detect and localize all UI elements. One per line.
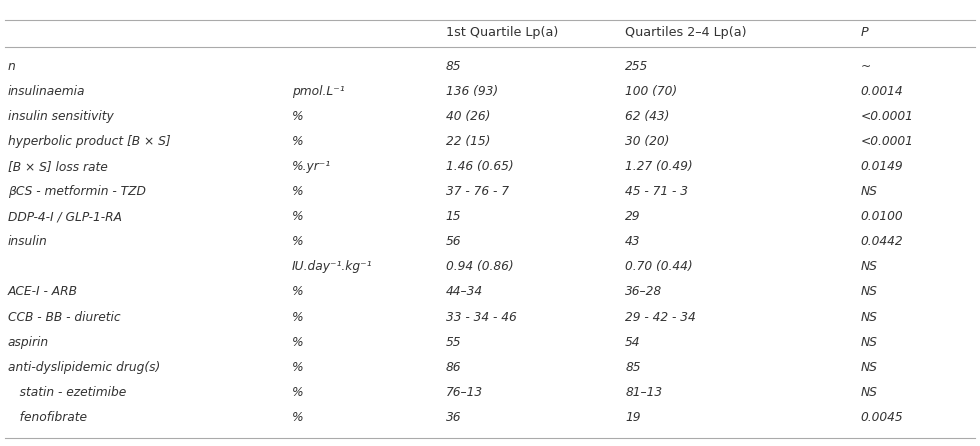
- Text: 22 (15): 22 (15): [446, 135, 490, 148]
- Text: 0.0100: 0.0100: [860, 210, 903, 223]
- Text: 43: 43: [625, 235, 641, 248]
- Text: 0.0045: 0.0045: [860, 411, 903, 424]
- Text: 76–13: 76–13: [446, 386, 483, 399]
- Text: βCS - metformin - TZD: βCS - metformin - TZD: [8, 185, 146, 198]
- Text: CCB - BB - diuretic: CCB - BB - diuretic: [8, 310, 121, 323]
- Text: 55: 55: [446, 335, 462, 349]
- Text: statin - ezetimibe: statin - ezetimibe: [8, 386, 126, 399]
- Text: NS: NS: [860, 335, 877, 349]
- Text: 36: 36: [446, 411, 462, 424]
- Text: %: %: [292, 285, 304, 298]
- Text: %: %: [292, 235, 304, 248]
- Text: %: %: [292, 185, 304, 198]
- Text: 15: 15: [446, 210, 462, 223]
- Text: insulin sensitivity: insulin sensitivity: [8, 110, 114, 123]
- Text: ACE-I - ARB: ACE-I - ARB: [8, 285, 77, 298]
- Text: 81–13: 81–13: [625, 386, 662, 399]
- Text: 1.46 (0.65): 1.46 (0.65): [446, 160, 514, 173]
- Text: 33 - 34 - 46: 33 - 34 - 46: [446, 310, 516, 323]
- Text: %.yr⁻¹: %.yr⁻¹: [292, 160, 331, 173]
- Text: 1.27 (0.49): 1.27 (0.49): [625, 160, 693, 173]
- Text: ~: ~: [860, 60, 870, 73]
- Text: 255: 255: [625, 60, 649, 73]
- Text: %: %: [292, 210, 304, 223]
- Text: 30 (20): 30 (20): [625, 135, 669, 148]
- Text: %: %: [292, 411, 304, 424]
- Text: fenofibrate: fenofibrate: [8, 411, 87, 424]
- Text: 0.0149: 0.0149: [860, 160, 903, 173]
- Text: aspirin: aspirin: [8, 335, 49, 349]
- Text: hyperbolic product [B × S]: hyperbolic product [B × S]: [8, 135, 171, 148]
- Text: %: %: [292, 386, 304, 399]
- Text: 86: 86: [446, 361, 462, 374]
- Text: anti-dyslipidemic drug(s): anti-dyslipidemic drug(s): [8, 361, 160, 374]
- Text: NS: NS: [860, 361, 877, 374]
- Text: <0.0001: <0.0001: [860, 110, 913, 123]
- Text: 40 (26): 40 (26): [446, 110, 490, 123]
- Text: NS: NS: [860, 386, 877, 399]
- Text: 0.0442: 0.0442: [860, 235, 903, 248]
- Text: 100 (70): 100 (70): [625, 85, 677, 98]
- Text: 45 - 71 - 3: 45 - 71 - 3: [625, 185, 688, 198]
- Text: [B × S] loss rate: [B × S] loss rate: [8, 160, 108, 173]
- Text: 85: 85: [625, 361, 641, 374]
- Text: 37 - 76 - 7: 37 - 76 - 7: [446, 185, 509, 198]
- Text: 54: 54: [625, 335, 641, 349]
- Text: 56: 56: [446, 235, 462, 248]
- Text: 0.70 (0.44): 0.70 (0.44): [625, 260, 693, 273]
- Text: %: %: [292, 310, 304, 323]
- Text: 29 - 42 - 34: 29 - 42 - 34: [625, 310, 696, 323]
- Text: NS: NS: [860, 260, 877, 273]
- Text: NS: NS: [860, 185, 877, 198]
- Text: %: %: [292, 335, 304, 349]
- Text: 85: 85: [446, 60, 462, 73]
- Text: 44–34: 44–34: [446, 285, 483, 298]
- Text: P: P: [860, 25, 868, 39]
- Text: NS: NS: [860, 285, 877, 298]
- Text: 29: 29: [625, 210, 641, 223]
- Text: 0.0014: 0.0014: [860, 85, 903, 98]
- Text: NS: NS: [860, 310, 877, 323]
- Text: 62 (43): 62 (43): [625, 110, 669, 123]
- Text: 36–28: 36–28: [625, 285, 662, 298]
- Text: %: %: [292, 135, 304, 148]
- Text: 0.94 (0.86): 0.94 (0.86): [446, 260, 514, 273]
- Text: n: n: [8, 60, 16, 73]
- Text: %: %: [292, 361, 304, 374]
- Text: pmol.L⁻¹: pmol.L⁻¹: [292, 85, 345, 98]
- Text: 1st Quartile Lp(a): 1st Quartile Lp(a): [446, 25, 559, 39]
- Text: insulin: insulin: [8, 235, 48, 248]
- Text: 136 (93): 136 (93): [446, 85, 498, 98]
- Text: <0.0001: <0.0001: [860, 135, 913, 148]
- Text: DDP-4-I / GLP-1-RA: DDP-4-I / GLP-1-RA: [8, 210, 122, 223]
- Text: 19: 19: [625, 411, 641, 424]
- Text: Quartiles 2–4 Lp(a): Quartiles 2–4 Lp(a): [625, 25, 747, 39]
- Text: insulinaemia: insulinaemia: [8, 85, 85, 98]
- Text: %: %: [292, 110, 304, 123]
- Text: IU.day⁻¹.kg⁻¹: IU.day⁻¹.kg⁻¹: [292, 260, 372, 273]
